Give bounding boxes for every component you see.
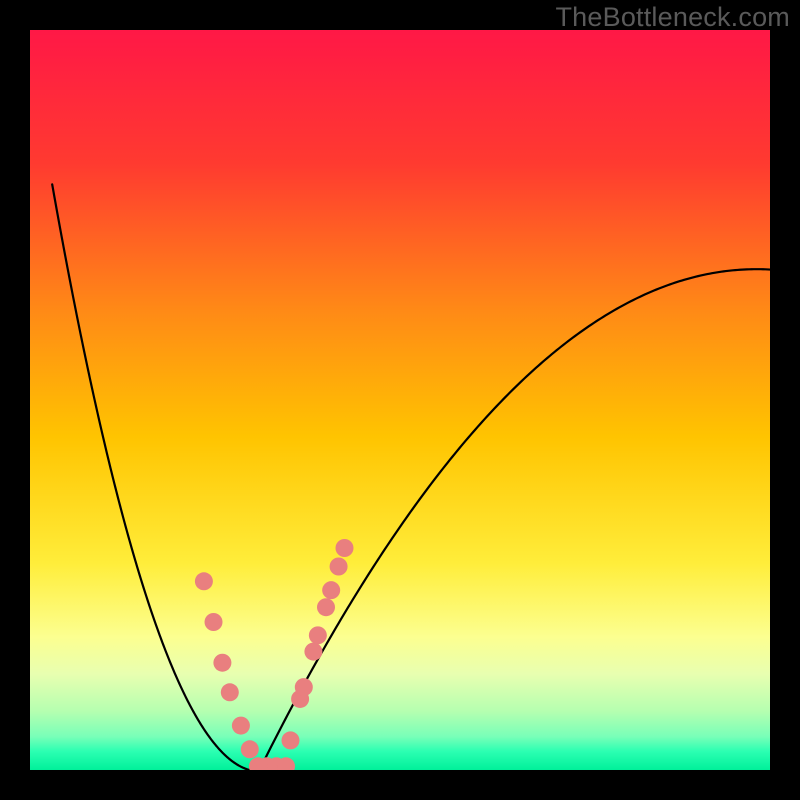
stage: TheBottleneck.com (0, 0, 800, 800)
data-marker (336, 539, 354, 557)
data-marker (195, 572, 213, 590)
data-marker (205, 613, 223, 631)
data-marker (317, 598, 335, 616)
data-marker (232, 717, 250, 735)
data-marker (330, 558, 348, 576)
data-marker (281, 731, 299, 749)
data-marker (241, 740, 259, 758)
data-marker (295, 678, 313, 696)
data-marker (322, 581, 340, 599)
data-marker (213, 654, 231, 672)
watermark-text: TheBottleneck.com (555, 2, 790, 33)
data-marker (309, 626, 327, 644)
chart-plot (30, 30, 770, 770)
data-marker (221, 683, 239, 701)
gradient-background (30, 30, 770, 770)
data-marker (304, 643, 322, 661)
